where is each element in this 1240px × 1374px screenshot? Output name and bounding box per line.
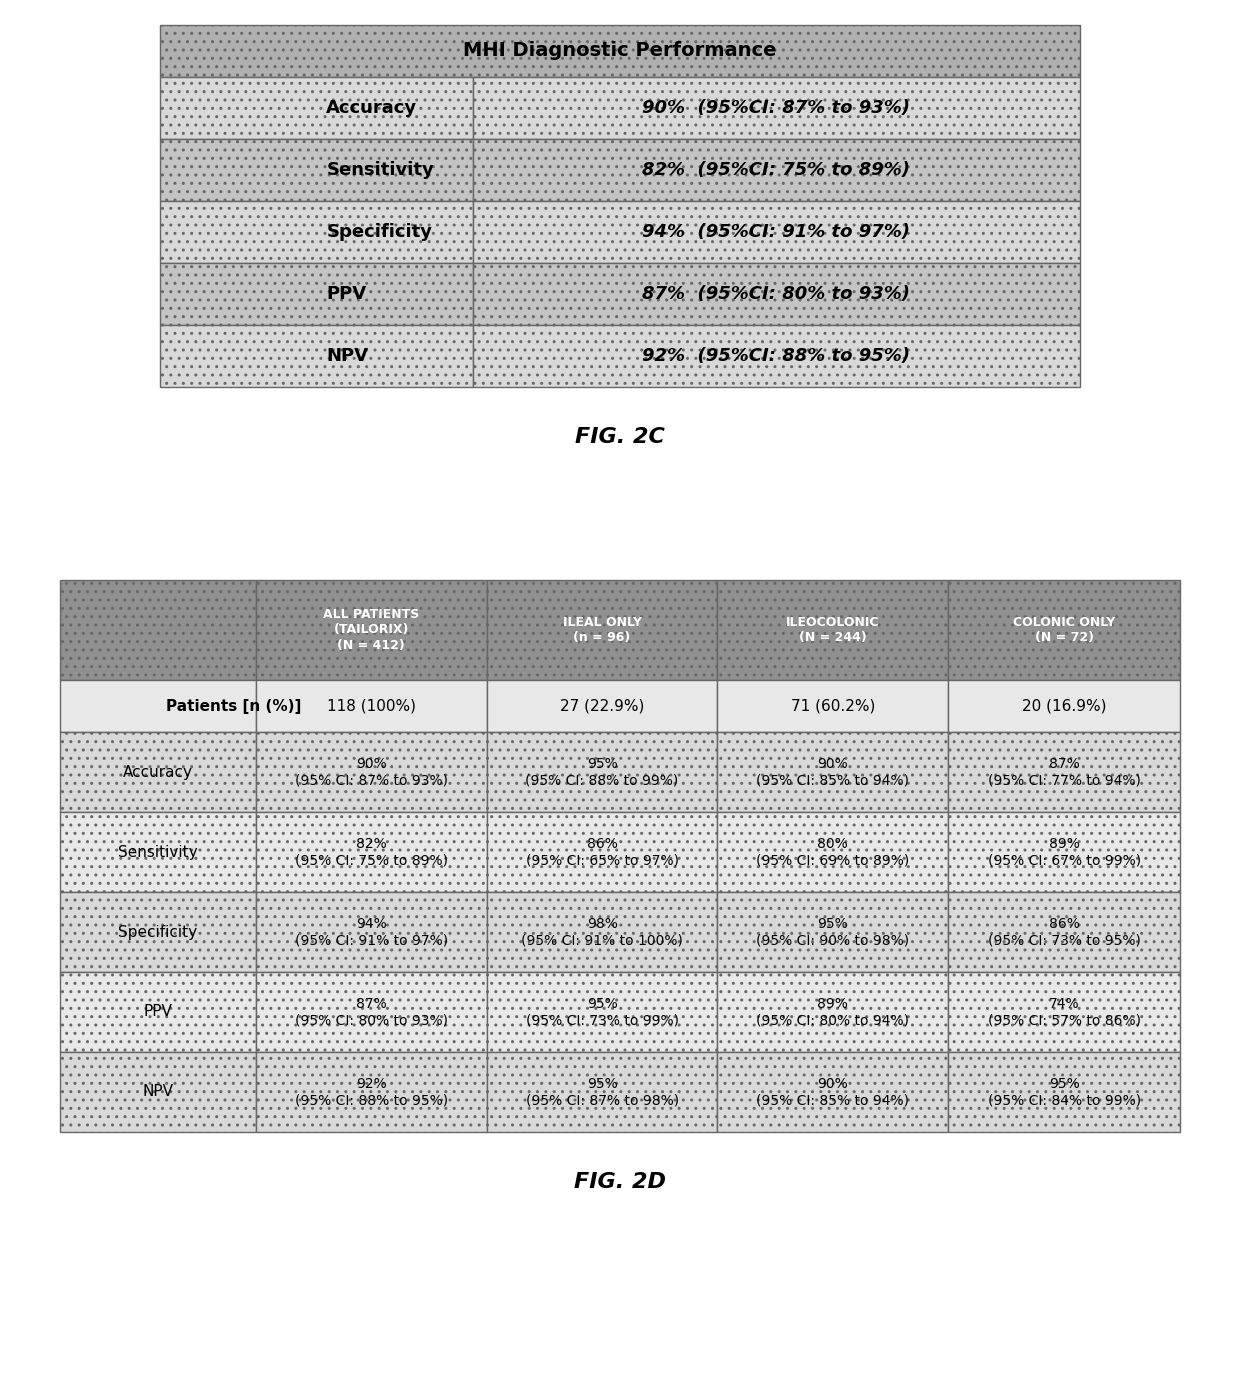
Text: 87%
(95% CI: 77% to 94%): 87% (95% CI: 77% to 94%) [987,757,1141,787]
Bar [949,732,1180,812]
Text: 95%
(95% CI: 88% to 99%): 95% (95% CI: 88% to 99%) [526,757,678,787]
Text: 90%
(95% CI: 87% to 93%): 90% (95% CI: 87% to 93%) [295,757,448,787]
Bar [949,971,1180,1052]
Text: 90%
(95% CI: 85% to 94%): 90% (95% CI: 85% to 94%) [756,757,909,787]
Bar [60,971,255,1052]
Text: COLONIC ONLY
(N = 72): COLONIC ONLY (N = 72) [1013,616,1115,644]
Text: 89%
(95% CI: 80% to 94%): 89% (95% CI: 80% to 94%) [756,998,909,1028]
Text: ILEAL ONLY
(n = 96): ILEAL ONLY (n = 96) [563,616,641,644]
Bar [255,812,487,892]
Text: 94%
(95% CI: 91% to 97%): 94% (95% CI: 91% to 97%) [295,916,448,947]
Bar [487,680,718,732]
Bar [472,77,1080,139]
Bar [255,1052,487,1132]
Bar [487,1052,718,1132]
Bar [949,580,1180,680]
Bar [472,201,1080,262]
Text: Sensitivity: Sensitivity [326,161,434,179]
Text: 98%
(95% CI: 91% to 100%): 98% (95% CI: 91% to 100%) [521,916,683,947]
Text: 86%
(95% CI: 65% to 97%): 86% (95% CI: 65% to 97%) [526,837,678,867]
Text: 94%  (95%CI: 91% to 97%): 94% (95%CI: 91% to 97%) [642,223,910,240]
Bar [718,732,949,812]
Bar [255,892,487,971]
Bar [160,262,472,326]
Text: 90%  (95%CI: 87% to 93%): 90% (95%CI: 87% to 93%) [642,99,910,117]
Text: Accuracy: Accuracy [123,764,193,779]
Bar [60,812,255,892]
Text: 95%
(95% CI: 87% to 98%): 95% (95% CI: 87% to 98%) [526,1077,678,1107]
Text: FIG. 2C: FIG. 2C [575,427,665,447]
Bar [718,892,949,971]
Bar [718,971,949,1052]
Text: NPV: NPV [326,348,368,365]
Text: Sensitivity: Sensitivity [118,845,198,860]
Bar [949,1052,1180,1132]
Bar [472,262,1080,326]
Text: 92%
(95% CI: 88% to 95%): 92% (95% CI: 88% to 95%) [295,1077,448,1107]
Text: MHI Diagnostic Performance: MHI Diagnostic Performance [464,41,776,60]
Bar [718,580,949,680]
Text: 82%
(95% CI: 75% to 89%): 82% (95% CI: 75% to 89%) [295,837,448,867]
Text: NPV: NPV [143,1084,174,1099]
Bar [255,971,487,1052]
Bar [160,77,472,139]
Text: Specificity: Specificity [326,223,433,240]
Text: FIG. 2D: FIG. 2D [574,1172,666,1193]
Bar [487,580,718,680]
Bar [487,971,718,1052]
Bar [487,732,718,812]
Bar [60,580,255,680]
Text: 95%
(95% CI: 84% to 99%): 95% (95% CI: 84% to 99%) [987,1077,1141,1107]
Bar [718,1052,949,1132]
Text: Specificity: Specificity [119,925,197,940]
Text: 87%  (95%CI: 80% to 93%): 87% (95%CI: 80% to 93%) [642,284,910,304]
Text: 27 (22.9%): 27 (22.9%) [560,698,645,713]
Text: 71 (60.2%): 71 (60.2%) [791,698,875,713]
Bar [60,1052,255,1132]
Text: Accuracy: Accuracy [326,99,418,117]
Text: 86%
(95% CI: 73% to 95%): 86% (95% CI: 73% to 95%) [987,916,1141,947]
Text: 74%
(95% CI: 57% to 86%): 74% (95% CI: 57% to 86%) [987,998,1141,1028]
Bar [160,25,1080,77]
Text: 20 (16.9%): 20 (16.9%) [1022,698,1106,713]
Bar [472,139,1080,201]
Bar [60,892,255,971]
Bar [160,201,472,262]
Bar [60,732,255,812]
Text: 95%
(95% CI: 90% to 98%): 95% (95% CI: 90% to 98%) [756,916,909,947]
Bar [718,680,949,732]
Text: 90%
(95% CI: 85% to 94%): 90% (95% CI: 85% to 94%) [756,1077,909,1107]
Text: PPV: PPV [326,284,367,304]
Bar [472,326,1080,387]
Bar [949,680,1180,732]
Text: 92%  (95%CI: 88% to 95%): 92% (95%CI: 88% to 95%) [642,348,910,365]
Bar [487,892,718,971]
Bar [255,680,487,732]
Bar [160,139,472,201]
Text: Patients [n (%)]: Patients [n (%)] [166,698,301,713]
Bar [718,812,949,892]
Text: PPV: PPV [144,1004,172,1020]
Bar [160,326,472,387]
Text: ILEOCOLONIC
(N = 244): ILEOCOLONIC (N = 244) [786,616,879,644]
Text: 80%
(95% CI: 69% to 89%): 80% (95% CI: 69% to 89%) [756,837,909,867]
Bar [255,732,487,812]
Text: 82%  (95%CI: 75% to 89%): 82% (95%CI: 75% to 89%) [642,161,910,179]
Text: 118 (100%): 118 (100%) [327,698,415,713]
Text: 87%
(95% CI: 80% to 93%): 87% (95% CI: 80% to 93%) [295,998,448,1028]
Bar [60,680,255,732]
Text: ALL PATIENTS
(TAILORIX)
(N = 412): ALL PATIENTS (TAILORIX) (N = 412) [324,609,419,651]
Bar [487,812,718,892]
Text: 95%
(95% CI: 73% to 99%): 95% (95% CI: 73% to 99%) [526,998,678,1028]
Bar [255,580,487,680]
Text: 89%
(95% CI: 67% to 99%): 89% (95% CI: 67% to 99%) [987,837,1141,867]
Bar [949,892,1180,971]
Bar [949,812,1180,892]
